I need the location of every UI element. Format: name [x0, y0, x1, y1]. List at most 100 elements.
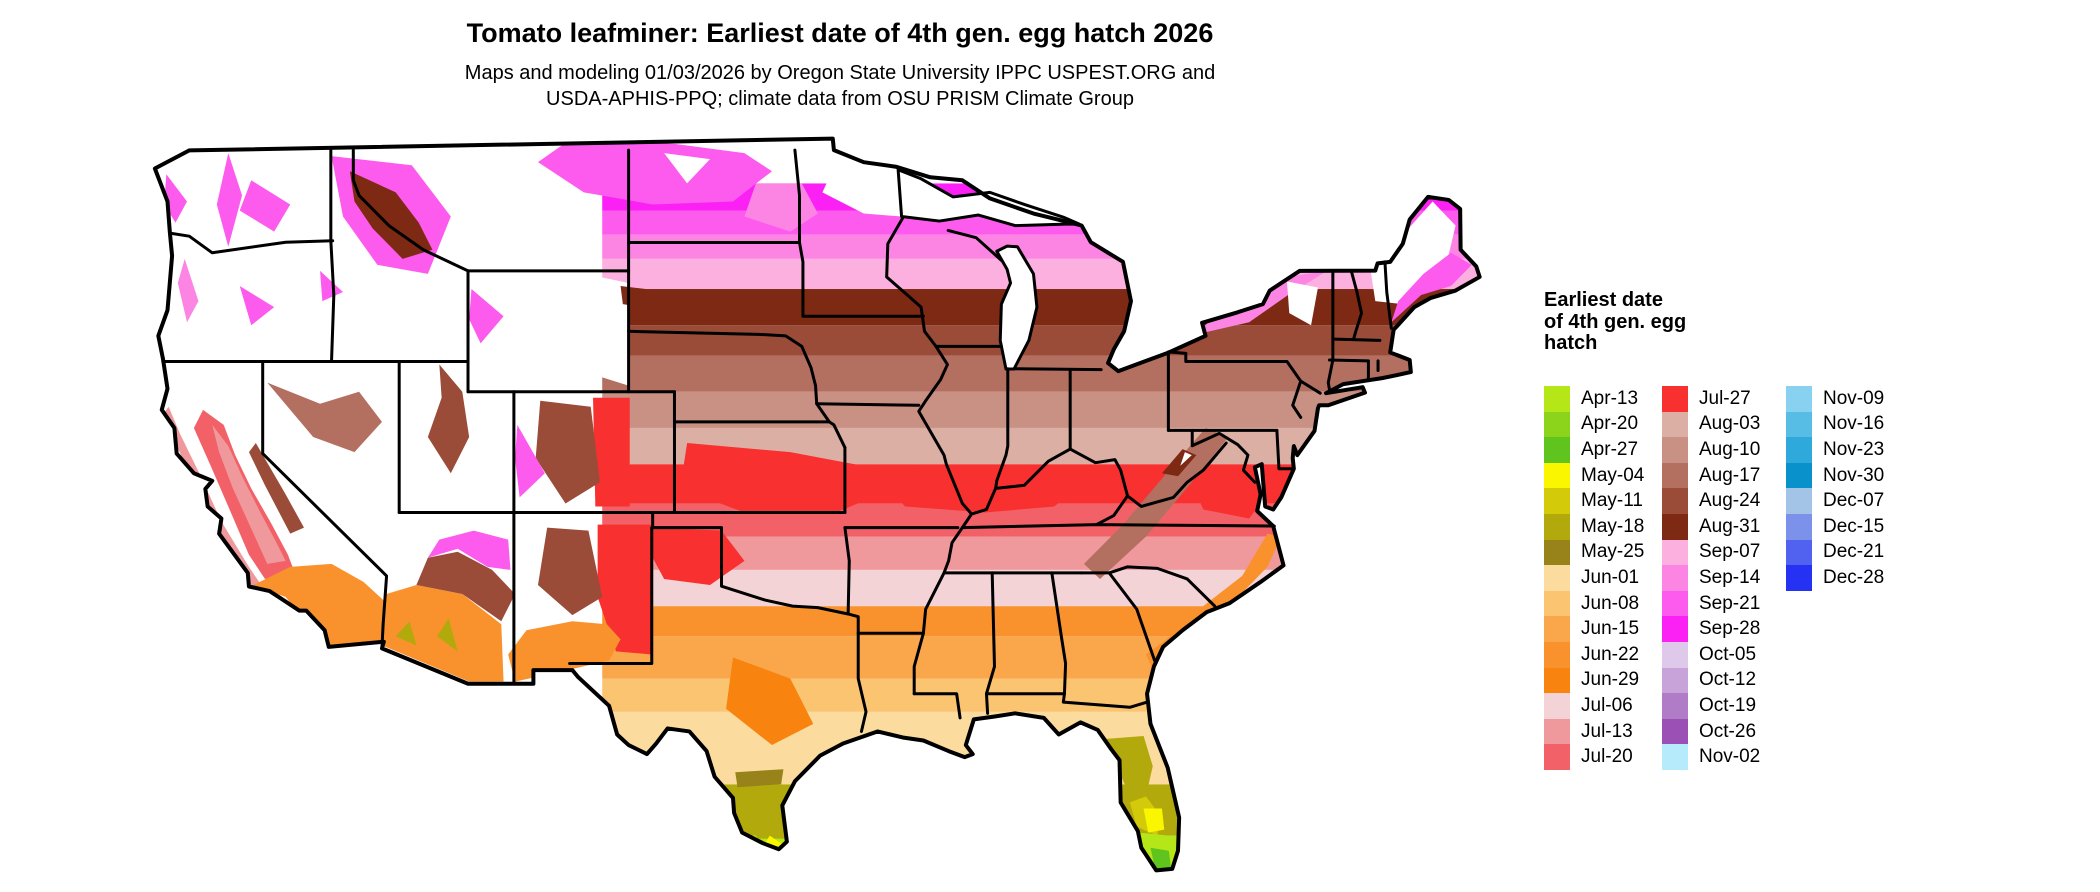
- map-patch-Jul-27: [870, 467, 1078, 513]
- legend-label: Dec-28: [1823, 566, 1885, 588]
- map-patch-Jun-29: [726, 657, 814, 746]
- state-border: [1052, 573, 1066, 694]
- map-patch-Aug-31: [620, 286, 646, 308]
- legend-label: Nov-23: [1823, 438, 1885, 460]
- legend-swatch: [1544, 718, 1570, 745]
- state-border: [1385, 262, 1391, 328]
- map-patch-none: [1180, 452, 1192, 466]
- legend-swatch: [1544, 565, 1570, 591]
- legend-entry: Aug-31: [1662, 513, 1760, 540]
- legend-label: May-04: [1581, 464, 1645, 486]
- great-lake: [997, 246, 1037, 369]
- legend-swatch: [1786, 462, 1812, 489]
- map-patch-May-18: [437, 618, 458, 652]
- state-border: [570, 528, 652, 664]
- legend-label: Oct-26: [1699, 720, 1757, 742]
- legend-label: Apr-13: [1581, 387, 1639, 409]
- legend-label: Aug-17: [1699, 464, 1761, 486]
- legend-label: Aug-10: [1699, 438, 1761, 460]
- state-border: [996, 369, 1008, 489]
- legend-swatch: [1786, 539, 1812, 566]
- legend-swatch: [1662, 513, 1688, 540]
- legend-entry: Aug-24: [1662, 488, 1760, 514]
- legend-swatch: [1662, 539, 1688, 566]
- legend-entry: Oct-19: [1662, 693, 1760, 719]
- map-band-Sep-07: [602, 258, 1480, 290]
- legend-label: Sep-14: [1699, 566, 1761, 588]
- legend-swatch: [1544, 513, 1570, 540]
- legend-entry: Jul-20: [1544, 744, 1644, 770]
- legend-label: Dec-21: [1823, 541, 1885, 563]
- map-patch-Sep-21: [320, 270, 343, 302]
- legend-entry: May-11: [1544, 488, 1644, 514]
- legend-entry: Jul-27: [1662, 386, 1760, 412]
- state-border: [1063, 694, 1147, 708]
- legend-swatch: [1544, 744, 1570, 770]
- legend-entry: Jun-08: [1544, 590, 1644, 617]
- state-border: [1301, 381, 1320, 393]
- map-patch-Aug-31: [349, 171, 433, 259]
- legend-entry: Jul-06: [1544, 693, 1644, 719]
- map-patch-Aug-24: [537, 527, 603, 616]
- legend-label: Aug-24: [1699, 490, 1761, 512]
- legend-label: May-18: [1581, 515, 1645, 537]
- map-patch-Sep-21: [239, 180, 291, 232]
- legend-label: Nov-16: [1823, 413, 1885, 435]
- legend-swatch: [1786, 386, 1812, 412]
- legend-label: Apr-20: [1581, 413, 1639, 435]
- map-patch-none: [664, 153, 711, 184]
- map-patch-May-18: [737, 784, 791, 839]
- legend-entry: Oct-12: [1662, 667, 1760, 694]
- legend-entry: Sep-14: [1662, 565, 1760, 591]
- legend-entry: Jun-15: [1544, 616, 1644, 642]
- legend-entry: Nov-09: [1786, 386, 1884, 412]
- legend-label: Nov-30: [1823, 464, 1885, 486]
- state-border: [1097, 496, 1128, 525]
- legend-title-line: Earliest date: [1544, 289, 1663, 311]
- map-patch-Sep-21: [216, 153, 243, 247]
- legend-entry: Sep-28: [1662, 616, 1760, 642]
- legend-column-2: Jul-27 Aug-03 Aug-10 Aug-17 Aug-24 Aug-31 Sep-…: [1662, 386, 1760, 770]
- map-patch-Aug-24: [427, 364, 470, 474]
- legend-swatch: [1544, 437, 1570, 463]
- state-border: [1334, 339, 1380, 340]
- map-patch-Jul-27: [1191, 473, 1266, 519]
- legend-swatch: [1662, 693, 1688, 719]
- legend-label: Jul-13: [1581, 720, 1633, 742]
- legend-entry: Nov-16: [1786, 411, 1885, 438]
- state-border: [795, 150, 923, 316]
- legend-swatch: [1786, 565, 1812, 591]
- map-patch-May-04: [765, 835, 784, 850]
- legend-label: Sep-21: [1699, 592, 1761, 614]
- legend-swatch: [1662, 565, 1688, 591]
- legend-entry: Aug-17: [1662, 462, 1761, 489]
- legend-swatch: [1662, 437, 1688, 463]
- legend-swatch: [1544, 386, 1570, 412]
- state-border: [845, 528, 866, 732]
- state-border: [653, 513, 848, 614]
- legend-label: Jul-20: [1581, 746, 1633, 768]
- state-border: [829, 422, 845, 448]
- subtitle-line-2: USDA-APHIS-PPQ; climate data from OSU PR…: [546, 88, 1134, 110]
- map-band-Jun-22: [602, 606, 1480, 637]
- map-patch-Jul-27: [597, 524, 652, 655]
- us-outline: [155, 139, 1480, 871]
- legend-swatch: [1544, 641, 1570, 668]
- legend-entry: Dec-07: [1786, 488, 1884, 514]
- legend-entry: May-18: [1544, 513, 1645, 540]
- legend-swatch: [1544, 616, 1570, 642]
- legend-label: Jun-29: [1581, 669, 1640, 691]
- map-patch-Jun-22: [508, 621, 621, 682]
- legend-column-3: Nov-09 Nov-16 Nov-23 Nov-30 Dec-07 Dec-15 Dec-…: [1786, 386, 1884, 591]
- map-patch-Sep-21: [239, 286, 275, 326]
- legend-label: Oct-19: [1699, 694, 1757, 716]
- legend-label: Jun-15: [1581, 618, 1640, 640]
- map-band-Sep-14: [602, 234, 1480, 259]
- state-border: [887, 218, 972, 694]
- legend-entry: May-04: [1544, 462, 1645, 489]
- legend-label: Aug-03: [1699, 413, 1761, 435]
- state-border: [331, 150, 334, 361]
- legend-label: Jul-06: [1581, 694, 1633, 716]
